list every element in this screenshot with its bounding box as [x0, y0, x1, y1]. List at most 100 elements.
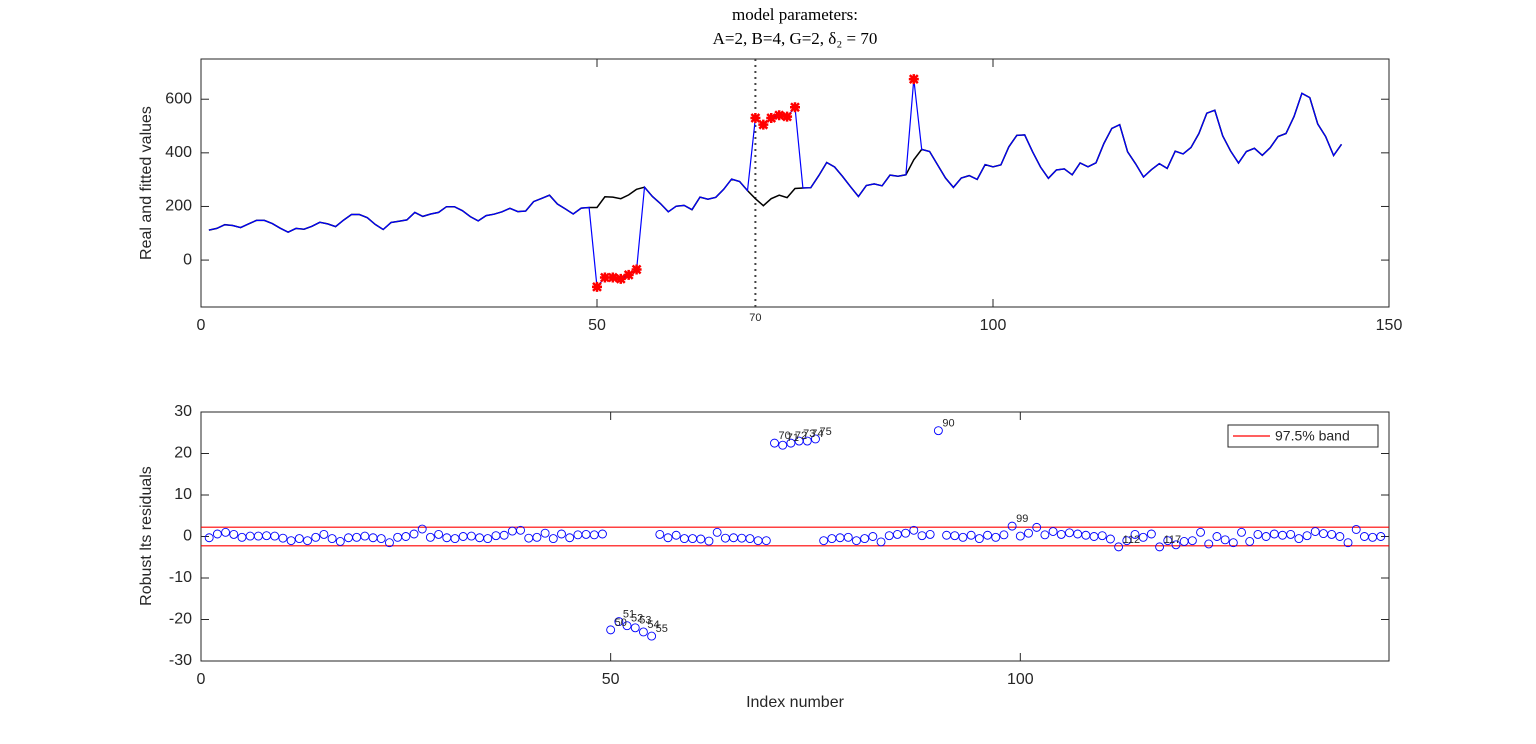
residual-point	[1105, 534, 1115, 544]
residual-point	[606, 625, 616, 635]
residual-point	[950, 531, 960, 541]
axes-box	[200, 58, 1390, 308]
x-tick-label: 0	[197, 317, 206, 334]
outlier-marker	[782, 111, 793, 122]
residual-point	[622, 621, 632, 631]
residual-point	[860, 534, 870, 544]
title-line: model parameters:	[732, 5, 858, 24]
residual-point	[483, 534, 493, 544]
x-axis-label: Index number	[746, 694, 845, 711]
point-label: 74	[811, 428, 823, 440]
point-label: 70	[779, 430, 791, 442]
residual-point	[1220, 535, 1230, 545]
outlier-marker	[631, 264, 642, 275]
residual-point	[811, 434, 820, 444]
residual-point	[565, 533, 575, 543]
residual-point	[868, 532, 878, 541]
residual-point	[557, 529, 566, 539]
residual-point	[630, 623, 640, 633]
y-tick-label: 600	[165, 90, 192, 107]
y-tick-label: 200	[165, 198, 192, 215]
y-axis-label: Real and fitted values	[138, 106, 155, 260]
residual-point	[1146, 529, 1156, 539]
residual-point	[434, 529, 444, 539]
residual-point	[376, 534, 386, 544]
residual-point	[1015, 531, 1025, 541]
residual-point	[286, 536, 296, 546]
y-tick-label: 20	[174, 445, 192, 462]
residual-point	[1196, 527, 1206, 537]
residual-point	[221, 527, 231, 537]
residual-point	[401, 532, 411, 541]
residual-point	[303, 536, 312, 546]
point-label: 52	[631, 613, 643, 625]
residual-point	[876, 537, 886, 547]
residual-point	[909, 525, 919, 535]
point-label: 73	[803, 428, 815, 440]
residual-point	[1114, 542, 1124, 552]
residual-point	[1048, 527, 1058, 536]
point-label: 54	[647, 619, 659, 631]
residual-point	[696, 534, 706, 544]
outlier-marker	[774, 110, 785, 121]
outlier-marker	[766, 112, 777, 123]
residual-point	[843, 532, 853, 542]
residual-point	[745, 534, 755, 544]
point-label: 90	[942, 418, 954, 430]
residual-point	[327, 534, 337, 544]
point-label: 99	[1016, 513, 1028, 525]
residual-point	[999, 530, 1009, 540]
residual-point	[1024, 528, 1033, 538]
x-tick-label: 0	[197, 671, 206, 688]
residual-point	[1138, 532, 1148, 542]
residual-point	[786, 438, 796, 448]
residual-point	[598, 529, 607, 539]
y-tick-label: 10	[174, 486, 192, 503]
residual-point	[958, 532, 968, 542]
residual-point	[614, 617, 624, 627]
residual-point	[1007, 521, 1017, 531]
residual-point	[294, 534, 304, 544]
residual-point	[1335, 532, 1345, 541]
outlier-marker	[750, 112, 761, 123]
residual-point	[466, 531, 476, 541]
residual-point	[1261, 532, 1271, 541]
outlier-marker	[758, 119, 769, 130]
residual-point	[1237, 527, 1246, 537]
point-label: 117	[1164, 534, 1182, 546]
residual-point	[1212, 532, 1222, 541]
y-tick-label: 0	[183, 528, 192, 545]
point-label: 112	[1123, 534, 1141, 546]
point-label: 55	[656, 623, 668, 635]
y-tick-label: -10	[169, 569, 192, 586]
residual-point	[516, 525, 525, 535]
residual-point	[270, 531, 280, 541]
residual-point	[335, 537, 345, 546]
residual-point	[278, 533, 288, 543]
point-label: 51	[623, 608, 635, 620]
residual-point	[1245, 537, 1255, 546]
residual-point	[851, 536, 861, 546]
residual-point	[901, 528, 911, 538]
y-axis-label: Robust lts residuals	[138, 466, 155, 606]
residual-point	[974, 534, 984, 544]
outlier-marker	[615, 273, 626, 284]
residual-point	[1253, 529, 1263, 539]
residual-point	[925, 529, 935, 539]
residual-point	[761, 536, 771, 546]
x-tick-label: 50	[588, 317, 606, 334]
y-tick-label: -30	[169, 652, 192, 669]
y-tick-label: -20	[169, 611, 192, 628]
residual-point	[204, 533, 214, 543]
point-label: 71	[787, 432, 799, 444]
y-tick-label: 0	[183, 251, 192, 268]
y-tick-label: 400	[165, 144, 192, 161]
residual-point	[1327, 529, 1337, 539]
x-tick-label: 100	[1007, 671, 1034, 688]
outlier-marker	[607, 272, 618, 283]
outlier-marker	[623, 269, 634, 280]
residual-point	[1351, 524, 1361, 534]
residual-point	[540, 528, 550, 538]
residual-point	[1056, 529, 1066, 539]
residual-point	[1204, 539, 1214, 549]
